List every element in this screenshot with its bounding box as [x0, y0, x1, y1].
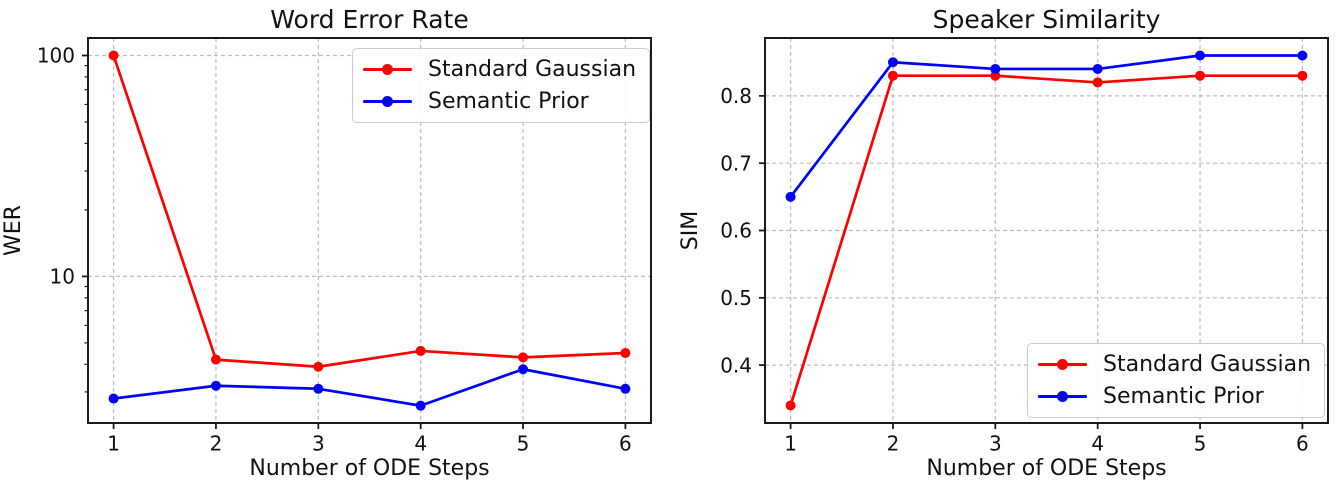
series-line	[112, 367, 627, 408]
y-axis-label: WER	[1, 205, 26, 256]
data-point	[1092, 77, 1103, 88]
legend-marker-dot	[382, 64, 393, 75]
x-tick-label: 3	[989, 432, 1002, 456]
x-tick-label: 4	[1091, 432, 1104, 456]
series-line	[112, 54, 627, 369]
x-tick-label: 1	[784, 432, 797, 456]
y-tick-label: 10	[50, 265, 75, 289]
legend-label: Standard Gaussian	[428, 56, 637, 82]
data-point	[887, 70, 898, 81]
data-point	[108, 393, 119, 404]
series-line	[789, 54, 1304, 199]
x-tick-label: 5	[1194, 432, 1207, 456]
data-point	[210, 354, 221, 365]
data-point	[313, 383, 324, 394]
data-point	[1297, 50, 1308, 61]
x-tick-label: 2	[887, 432, 900, 456]
legend-item: Semantic Prior	[363, 87, 636, 116]
data-point	[785, 400, 796, 411]
data-point	[1297, 70, 1308, 81]
legend-line-marker-icon	[1038, 382, 1087, 411]
legend-label: Semantic Prior	[428, 88, 589, 114]
axes-frame	[87, 37, 652, 424]
data-point	[1195, 70, 1206, 81]
x-tick-label: 4	[414, 432, 427, 456]
series-line	[789, 74, 1304, 407]
data-point	[990, 63, 1001, 74]
data-point	[518, 352, 529, 363]
x-tick-label: 6	[619, 432, 632, 456]
legend-item: Semantic Prior	[1038, 382, 1311, 411]
x-tick-label: 1	[107, 432, 120, 456]
sim-chart: 1 2 3 4 5 6 0.8 0.7 0.6 0.5 0.4 Speaker Similarity N…	[678, 5, 1329, 481]
legend-line-marker-icon	[1038, 350, 1087, 379]
x-axis-label: Number of ODE Steps	[249, 456, 489, 481]
legend-label: Semantic Prior	[1103, 383, 1264, 409]
chart-title: Speaker Similarity	[933, 5, 1161, 34]
data-point	[415, 345, 426, 356]
legend: Standard Gaussian Semantic Prior	[1027, 343, 1326, 418]
x-tick-label: 3	[312, 432, 325, 456]
x-tick-label: 2	[210, 432, 223, 456]
legend-label: Standard Gaussian	[1103, 351, 1312, 377]
x-axis-label: Number of ODE Steps	[926, 456, 1166, 481]
data-point	[1195, 50, 1206, 61]
legend: Standard Gaussian Semantic Prior	[352, 48, 651, 123]
legend-marker-dot	[1057, 359, 1068, 370]
y-tick-label: 0.7	[720, 151, 752, 175]
data-point	[518, 364, 529, 375]
data-point	[108, 50, 119, 61]
data-point	[887, 57, 898, 68]
wer-chart: 1 2 3 4 5 6 100 10 Word Error Rate Number of ODE …	[1, 5, 652, 481]
data-point	[313, 361, 324, 372]
y-tick-label: 0.4	[720, 353, 752, 377]
data-point	[1092, 63, 1103, 74]
x-tick-label: 5	[517, 432, 530, 456]
data-point	[785, 191, 796, 202]
data-point	[210, 380, 221, 391]
data-point	[620, 383, 631, 394]
y-tick-label: 100	[37, 44, 75, 68]
y-axis-label: SIM	[678, 211, 703, 250]
data-point	[620, 348, 631, 359]
legend-line-marker-icon	[363, 87, 412, 116]
x-tick-label: 6	[1296, 432, 1309, 456]
legend-item: Standard Gaussian	[1038, 350, 1311, 379]
legend-item: Standard Gaussian	[363, 55, 636, 84]
data-point	[415, 400, 426, 411]
legend-marker-dot	[382, 96, 393, 107]
y-tick-label: 0.8	[720, 84, 752, 108]
legend-line-marker-icon	[363, 55, 412, 84]
y-tick-label: 0.6	[720, 219, 752, 243]
chart-title: Word Error Rate	[270, 5, 468, 34]
y-tick-label: 0.5	[720, 286, 752, 310]
legend-marker-dot	[1057, 391, 1068, 402]
